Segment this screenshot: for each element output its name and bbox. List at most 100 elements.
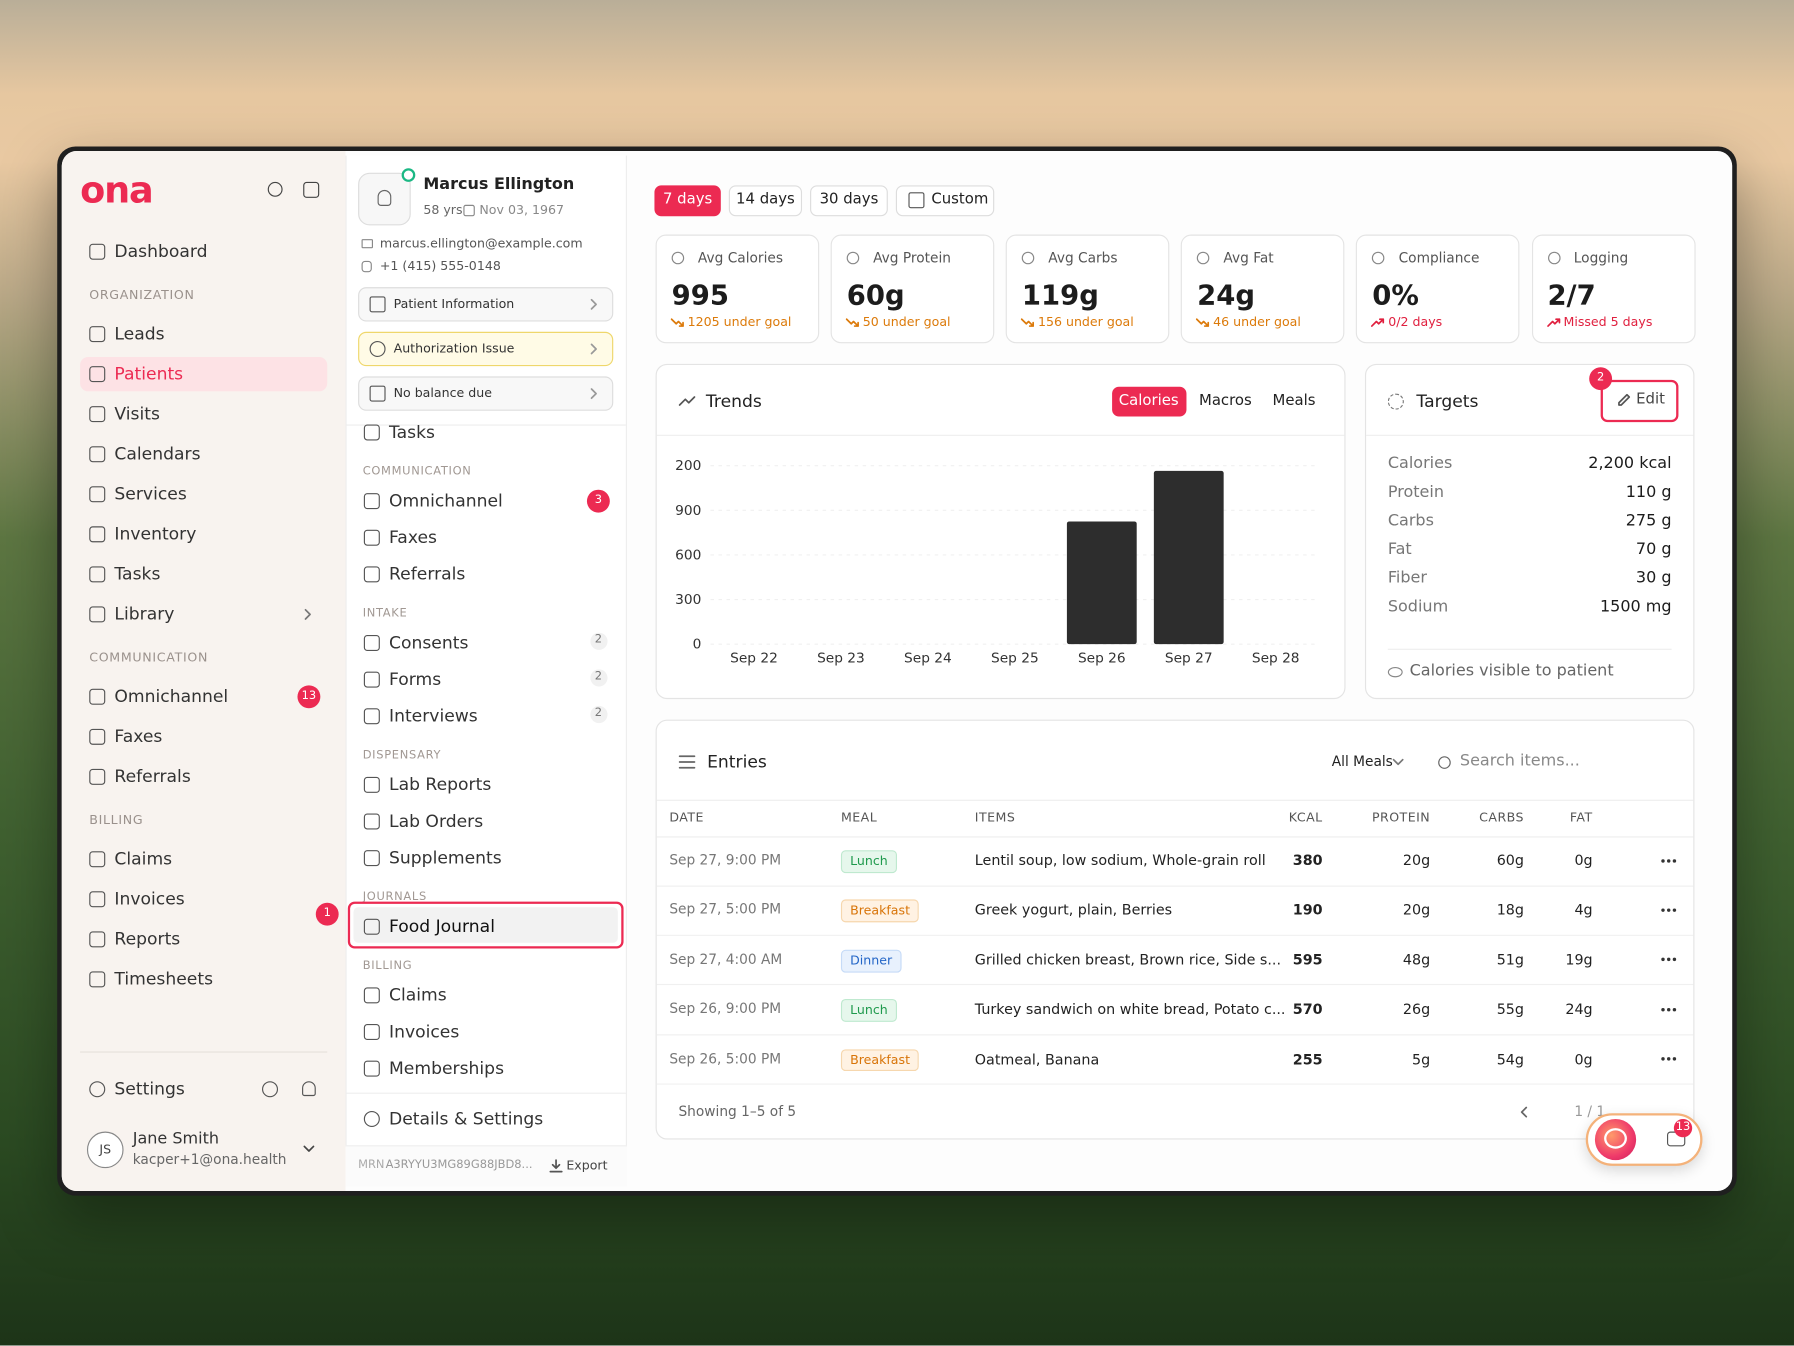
icon [89,891,106,908]
range-tab[interactable] [728,185,803,217]
menu-item[interactable]: Food Journal [389,916,495,937]
nav-item[interactable]: Reports [114,928,181,950]
menu-item[interactable]: Interviews [389,705,478,727]
badge [315,902,339,926]
badge [589,668,607,686]
more-dot[interactable] [1661,1007,1665,1012]
menu-heading: DISPENSARY [362,749,442,762]
trend-arrow [1196,318,1210,327]
range-label[interactable]: Custom [931,190,989,209]
range-label[interactable]: 7 days [662,190,713,209]
x-tick-label: Sep 24 [904,650,952,666]
more-dot[interactable] [1661,1057,1665,1061]
menu-item[interactable]: Tasks [389,421,436,443]
icon [369,385,386,402]
range-tab[interactable] [810,185,888,217]
badge [1589,367,1613,391]
badge-text: 13 [1675,1120,1691,1134]
search-icon [1438,756,1451,769]
assistant-face [1604,1128,1627,1149]
menu-item[interactable]: Lab Reports [389,774,492,795]
more-dot[interactable] [1672,1057,1677,1061]
more-dot[interactable] [1661,858,1665,863]
more-dot[interactable] [1672,858,1677,863]
edit-label[interactable]: Edit [1636,391,1665,409]
column-header: CARBS [1479,810,1524,826]
nav-item[interactable]: Timesheets [114,968,214,990]
more-dot[interactable] [1672,957,1677,962]
more-dot[interactable] [1667,957,1671,962]
menu-item[interactable]: Consents [389,632,469,653]
trends-tab[interactable]: Macros [1198,392,1252,410]
entries-divider [656,836,1694,838]
calendar-icon [463,204,475,217]
export[interactable]: Export [566,1158,608,1173]
search-input[interactable]: Search items... [1459,751,1580,771]
range-tab[interactable] [654,185,721,217]
trend-arrow-path [845,318,860,327]
nav-item[interactable]: Visits [114,403,160,425]
trends-card [655,363,1346,700]
more-dot[interactable] [1672,908,1677,912]
menu-item[interactable]: Faxes [389,527,437,548]
icon [89,606,106,623]
settings[interactable]: Settings [114,1078,185,1100]
trends-tab[interactable]: Calories [1118,392,1179,410]
stat-note: Missed 5 days [1563,314,1653,330]
more-dot[interactable] [1667,858,1671,863]
nav-item[interactable]: Referrals [114,766,191,787]
trends-tab[interactable]: Meals [1272,392,1316,410]
menu-item[interactable]: Omnichannel [389,490,503,511]
range-tab[interactable] [895,185,995,217]
more-dot[interactable] [1661,957,1665,962]
meal-filter[interactable]: All Meals [1331,753,1393,770]
nav-item[interactable]: Invoices [114,888,185,910]
range-label[interactable]: 14 days [736,190,795,209]
details-settings[interactable]: Details & Settings [389,1108,544,1129]
more-dot[interactable] [1672,1007,1677,1012]
menu-item[interactable]: Forms [389,668,442,690]
menu-item[interactable]: Invoices [389,1021,460,1042]
menu-item[interactable]: Supplements [389,847,502,868]
entries-title: Entries [707,751,767,772]
nav-heading: ORGANIZATION [89,287,195,303]
chevron-down-path [303,1145,315,1152]
stat-icon [1197,251,1210,265]
more-dot[interactable] [1667,1057,1671,1061]
stat-value: 119g [1021,279,1099,312]
menu-item[interactable]: Lab Orders [389,810,484,832]
badge-text: 13 [301,689,317,703]
nav-item[interactable]: Inventory [114,523,197,545]
menu-item[interactable]: Claims [389,984,447,1006]
chevron-path [590,298,597,310]
nav-item[interactable]: Library [114,603,175,625]
more-dot[interactable] [1661,908,1665,912]
nav-item[interactable]: Patients [114,363,184,384]
more-dot[interactable] [1667,1007,1671,1012]
nav-item[interactable]: Calendars [114,443,201,465]
nav-item[interactable]: Services [114,483,187,505]
icon [89,326,106,343]
edit-button[interactable] [1600,379,1679,423]
nav-item[interactable]: Faxes [114,726,163,747]
nav-item[interactable]: Claims [114,848,173,870]
icon [369,296,386,313]
patient-button[interactable] [358,376,614,411]
trend-arrow [1371,318,1385,327]
column-header: FAT [1569,810,1593,826]
trend-arrow [845,318,860,327]
nav-item[interactable]: Omnichannel [114,686,229,707]
menu-item[interactable]: Memberships [389,1057,505,1079]
patient-button[interactable] [358,331,614,367]
panel-toggle [303,181,320,198]
more-dot[interactable] [1667,908,1671,912]
bar [1153,470,1224,645]
nav-item[interactable]: Tasks [114,563,161,585]
nav-item[interactable]: Leads [114,323,165,344]
menu-item[interactable]: Referrals [389,563,466,585]
patient-button[interactable] [358,287,614,322]
chevron-path [590,343,597,355]
range-label[interactable]: 30 days [819,190,879,209]
nav-item[interactable]: Dashboard [114,240,208,262]
chevron [304,608,311,620]
